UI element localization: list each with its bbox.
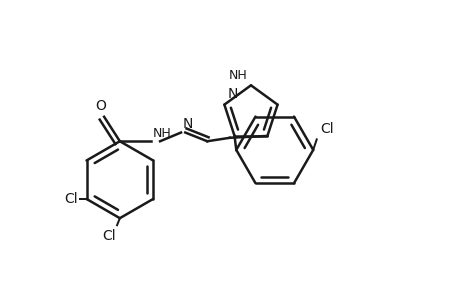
Text: N: N — [227, 87, 238, 101]
Text: N: N — [182, 117, 193, 131]
Text: Cl: Cl — [64, 192, 78, 206]
Text: NH: NH — [153, 127, 172, 140]
Text: Cl: Cl — [319, 122, 333, 136]
Text: NH: NH — [228, 69, 247, 82]
Text: O: O — [95, 99, 106, 113]
Text: Cl: Cl — [102, 229, 116, 243]
